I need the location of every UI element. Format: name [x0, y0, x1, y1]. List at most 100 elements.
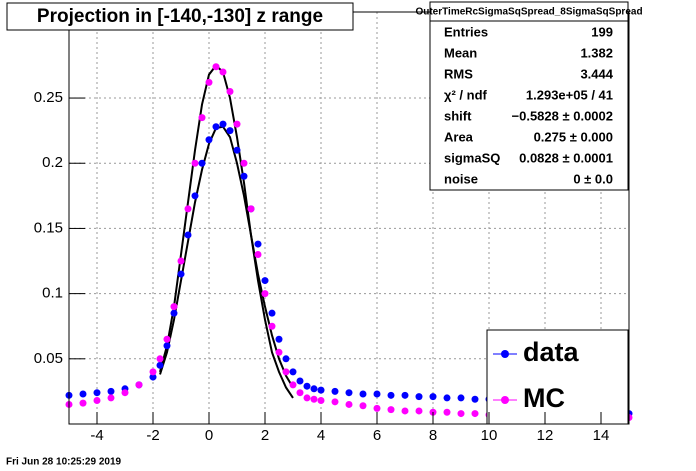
- x-tick-label: 2: [261, 427, 269, 444]
- data-point: [93, 389, 101, 397]
- data-point: [359, 390, 367, 398]
- data-point: [79, 390, 87, 398]
- data-point: [163, 335, 171, 343]
- data-point: [387, 406, 395, 414]
- data-point: [79, 399, 87, 407]
- data-point: [268, 322, 276, 330]
- data-point: [247, 205, 255, 213]
- data-point: [429, 393, 437, 401]
- data-point: [317, 397, 325, 405]
- legend-frame: [486, 329, 629, 425]
- data-point: [373, 390, 381, 398]
- data-point: [254, 240, 262, 248]
- data-point: [212, 123, 220, 131]
- x-tick-label: 4: [317, 427, 325, 444]
- legend-label: MC: [523, 383, 565, 413]
- data-point: [310, 385, 318, 393]
- data-point: [261, 277, 269, 285]
- data-point: [205, 136, 213, 144]
- x-tick-label: 0: [205, 427, 213, 444]
- data-point: [170, 303, 178, 311]
- data-point: [303, 394, 311, 402]
- data-point: [387, 391, 395, 399]
- data-point: [443, 394, 451, 402]
- data-point: [282, 368, 290, 376]
- data-point: [149, 368, 157, 376]
- data-point: [268, 309, 276, 317]
- data-point: [261, 290, 269, 298]
- data-point: [415, 393, 423, 401]
- legend: data MC: [486, 329, 629, 425]
- data-point: [156, 361, 164, 369]
- stats-label: Area: [444, 129, 474, 144]
- legend-label: data: [523, 337, 580, 367]
- data-point: [205, 78, 213, 86]
- data-point: [443, 408, 451, 416]
- y-tick-label: 0.2: [42, 154, 63, 171]
- data-point: [401, 407, 409, 415]
- x-tick-label: 14: [593, 427, 610, 444]
- stats-value: 3.444: [580, 66, 613, 81]
- stats-value: 0.0828 ± 0.0001: [519, 150, 613, 165]
- data-point: [331, 398, 339, 406]
- data-point: [373, 404, 381, 412]
- data-point: [233, 146, 241, 154]
- x-tick-label: 10: [481, 427, 498, 444]
- data-point: [184, 231, 192, 239]
- data-point: [107, 394, 115, 402]
- fit-line: [159, 63, 294, 399]
- data-point: [226, 127, 234, 135]
- stats-title: OuterTimeRcSigmaSqSpread_8SigmaSqSpread: [415, 7, 642, 18]
- data-point: [156, 355, 164, 363]
- x-tick-label: 12: [537, 427, 554, 444]
- y-tick-label: 0.1: [42, 285, 63, 302]
- chart-title: Projection in [-140,-130] z range: [37, 6, 323, 27]
- title-box: [6, 2, 354, 31]
- data-point: [170, 309, 178, 317]
- data-point: [345, 400, 353, 408]
- data-point: [310, 395, 318, 403]
- data-point: [289, 381, 297, 389]
- stats-frame: [429, 1, 629, 191]
- data-point: [275, 348, 283, 356]
- date-stamp: Fri Jun 28 10:25:29 2019: [6, 457, 122, 468]
- data-point: [149, 373, 157, 381]
- data-point: [93, 397, 101, 405]
- data-point: [303, 382, 311, 390]
- legend-marker: [501, 396, 509, 404]
- data-point: [331, 387, 339, 395]
- data-point: [191, 192, 199, 200]
- data-point: [471, 410, 479, 418]
- data-point: [345, 389, 353, 397]
- data-point: [212, 63, 220, 71]
- data-point: [226, 88, 234, 96]
- data-point: [233, 120, 241, 128]
- y-tick-label: 0.25: [34, 89, 63, 106]
- data-point: [457, 394, 465, 402]
- legend-marker: [501, 350, 509, 358]
- data-point: [415, 407, 423, 415]
- data-point: [107, 387, 115, 395]
- stats-label: χ² / ndf: [444, 87, 488, 102]
- y-tick-label: 0.15: [34, 219, 63, 236]
- stats-value: 199: [591, 24, 613, 39]
- data-point: [289, 368, 297, 376]
- data-point: [401, 391, 409, 399]
- data-point: [359, 402, 367, 410]
- data-point: [198, 159, 206, 167]
- stats-label: Entries: [444, 24, 488, 39]
- x-tick-label: -4: [90, 427, 103, 444]
- data-point: [275, 335, 283, 343]
- data-point: [135, 381, 143, 389]
- data-point: [198, 114, 206, 122]
- x-tick-label: -2: [146, 427, 159, 444]
- data-point: [240, 159, 248, 167]
- data-point: [177, 270, 185, 278]
- stats-label: RMS: [444, 66, 473, 81]
- stats-value: 1.293e+05 / 41: [526, 87, 613, 102]
- data-point: [254, 251, 262, 259]
- data-point: [184, 205, 192, 213]
- data-point: [163, 342, 171, 350]
- stats-label: sigmaSQ: [444, 150, 500, 165]
